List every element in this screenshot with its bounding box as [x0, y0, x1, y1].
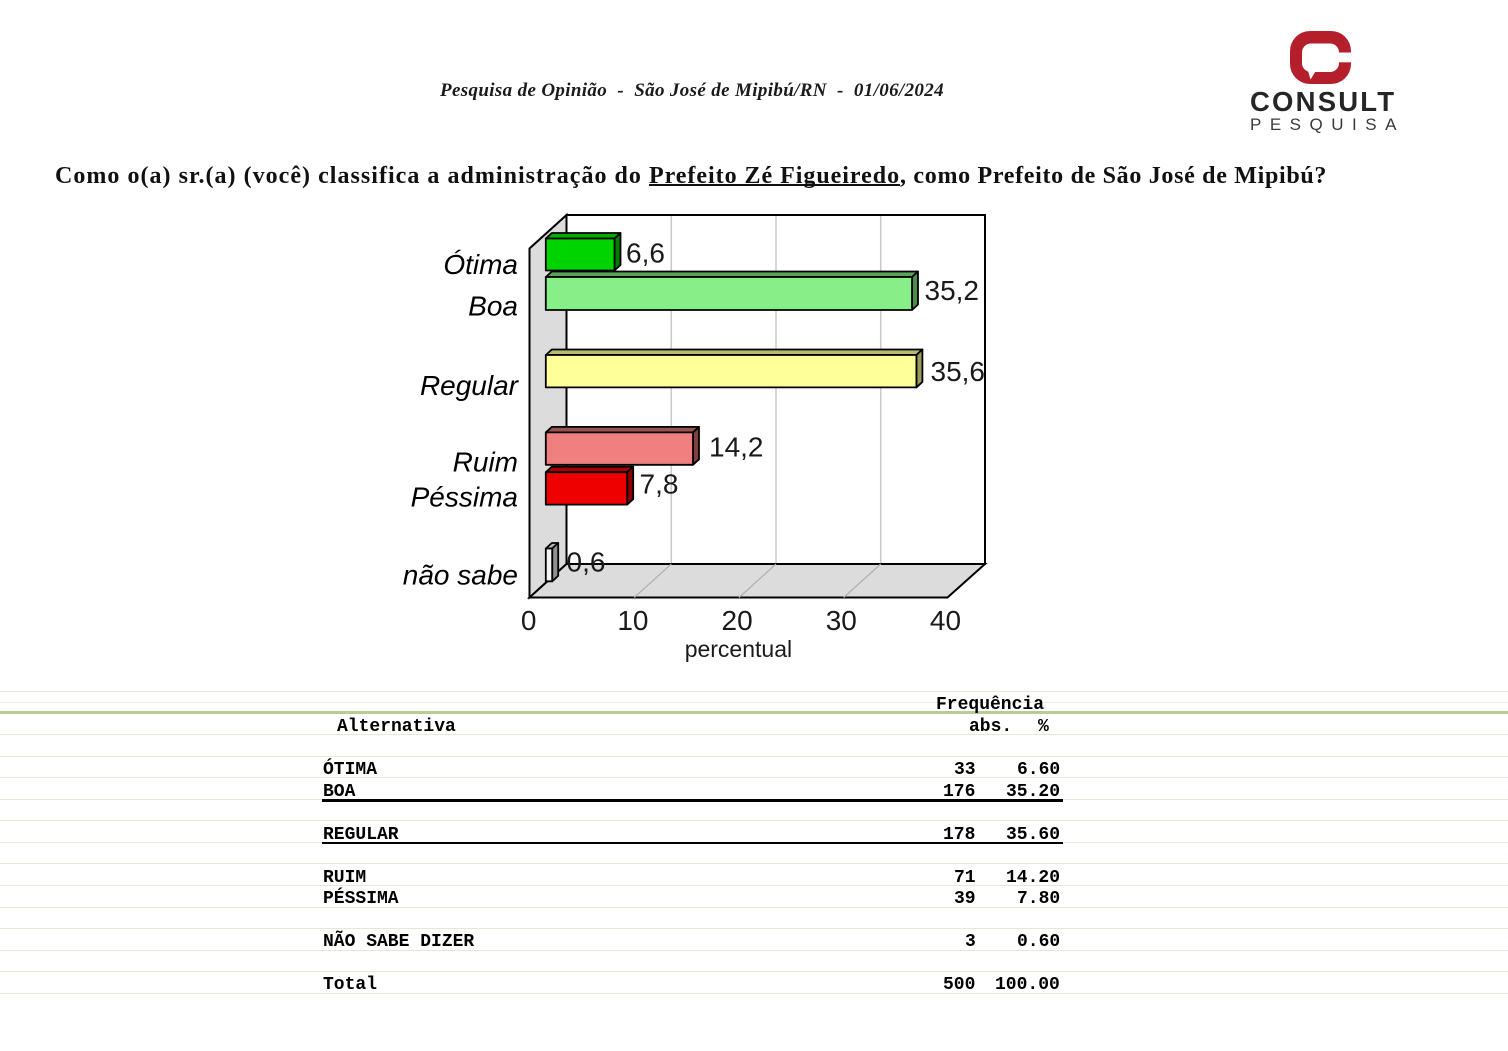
- svg-text:35,6: 35,6: [931, 356, 986, 387]
- svg-text:14,2: 14,2: [709, 432, 764, 463]
- svg-text:percentual: percentual: [685, 636, 792, 662]
- svg-text:7,8: 7,8: [640, 469, 679, 500]
- svg-text:não sabe: não sabe: [403, 560, 518, 591]
- svg-text:Regular: Regular: [420, 370, 520, 401]
- svg-text:0: 0: [521, 605, 537, 636]
- svg-text:30: 30: [826, 605, 857, 636]
- svg-text:Péssima: Péssima: [411, 482, 518, 513]
- svg-text:6,6: 6,6: [626, 238, 665, 269]
- svg-text:Ótima: Ótima: [443, 249, 518, 280]
- svg-text:35,2: 35,2: [925, 275, 980, 306]
- svg-text:20: 20: [722, 605, 753, 636]
- svg-text:40: 40: [930, 605, 961, 636]
- svg-text:Boa: Boa: [468, 290, 518, 321]
- svg-text:10: 10: [617, 605, 648, 636]
- svg-text:0,6: 0,6: [567, 547, 606, 578]
- svg-text:Ruim: Ruim: [453, 446, 518, 477]
